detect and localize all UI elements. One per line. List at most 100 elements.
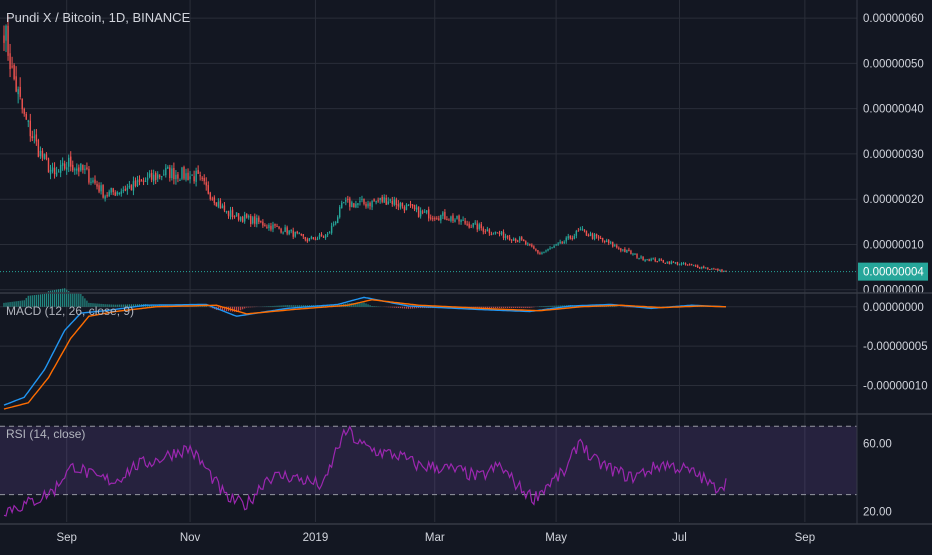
candle-body (268, 224, 270, 228)
candle-body (490, 233, 493, 235)
candle-body (405, 204, 408, 210)
candle-body (94, 179, 96, 184)
candle-body (512, 238, 515, 241)
x-tick-label: Sep (795, 532, 815, 544)
candle-body (345, 199, 347, 202)
candle-body (533, 246, 535, 249)
macd-line (3, 296, 727, 406)
candle-body (324, 235, 327, 238)
candle-body (318, 234, 321, 238)
candle-body (630, 250, 632, 255)
candle-body (589, 233, 592, 237)
candle-body (519, 237, 521, 241)
candle-body (132, 181, 135, 191)
candle-body (620, 248, 622, 251)
last-price-label: 0.00000004 (863, 267, 924, 279)
candle-body (41, 150, 44, 158)
candle-body (672, 261, 675, 263)
candle-body (694, 265, 697, 267)
candle-body (163, 174, 165, 176)
candle-body (161, 176, 163, 178)
rsi-label: RSI (14, close) (6, 427, 86, 441)
candle-body (112, 188, 114, 193)
candle-body (395, 199, 398, 205)
candle-body (423, 211, 426, 213)
candle-body (440, 215, 442, 221)
candle-body (448, 219, 450, 221)
candle-body (7, 25, 9, 56)
candle-body (193, 176, 195, 182)
candle-body (585, 230, 588, 236)
candle-body (150, 172, 153, 180)
candle-body (235, 212, 238, 217)
candle-body (264, 225, 266, 227)
candle-body (551, 247, 553, 249)
candle-body (605, 240, 608, 243)
candle-body (118, 193, 120, 195)
signal-line (3, 298, 727, 410)
candle-body (241, 216, 244, 222)
candle-body (557, 243, 559, 245)
candle-body (480, 224, 482, 229)
candle-body (484, 231, 487, 233)
candle-body (409, 204, 412, 206)
candle-body (446, 219, 448, 221)
candle-body (78, 167, 80, 172)
candle-body (458, 215, 460, 222)
candle-body (37, 140, 40, 157)
candle-body (381, 196, 383, 202)
candle-body (721, 269, 723, 272)
candle-body (128, 186, 131, 188)
candle-body (444, 212, 446, 220)
candle-body (502, 232, 505, 238)
candle-body (709, 269, 711, 271)
rsi-line (3, 425, 727, 517)
candle-body (199, 175, 201, 177)
candle-body (361, 199, 363, 201)
candle-body (468, 223, 470, 228)
candle-body (456, 215, 458, 219)
candle-body (258, 217, 260, 222)
candle-body (417, 206, 420, 218)
candle-body (31, 136, 34, 139)
candle-body (177, 174, 179, 179)
candle-body (583, 229, 586, 231)
x-tick-label: Nov (180, 532, 201, 544)
candle-body (496, 232, 499, 234)
candle-body (45, 154, 48, 159)
candle-body (136, 180, 139, 187)
candle-body (306, 239, 309, 242)
candle-body (510, 239, 513, 241)
candle-body (599, 237, 602, 239)
candle-body (371, 200, 373, 208)
candle-body (106, 195, 108, 197)
candle-body (498, 232, 501, 235)
candle-body (343, 202, 345, 204)
candle-body (57, 171, 60, 173)
candle-body (514, 239, 517, 242)
candle-body (290, 230, 292, 232)
candle-body (462, 219, 464, 221)
candle-body (189, 176, 191, 180)
candle-body (116, 192, 118, 195)
candle-body (181, 167, 183, 179)
candle-body (432, 218, 434, 220)
candle-body (430, 217, 432, 219)
candle-body (19, 86, 21, 97)
candle-body (373, 199, 375, 202)
candle-body (415, 207, 418, 210)
candle-body (387, 201, 389, 205)
candle-body (322, 236, 325, 238)
candle-body (266, 226, 268, 228)
candle-body (632, 253, 634, 255)
candle-body (80, 163, 82, 171)
candle-body (110, 187, 112, 193)
candle-body (221, 205, 224, 209)
candle-body (59, 164, 62, 173)
candle-body (347, 198, 349, 200)
candle-body (21, 98, 23, 110)
candle-body (159, 175, 161, 177)
candle-body (597, 236, 600, 239)
candle-body (699, 267, 701, 269)
